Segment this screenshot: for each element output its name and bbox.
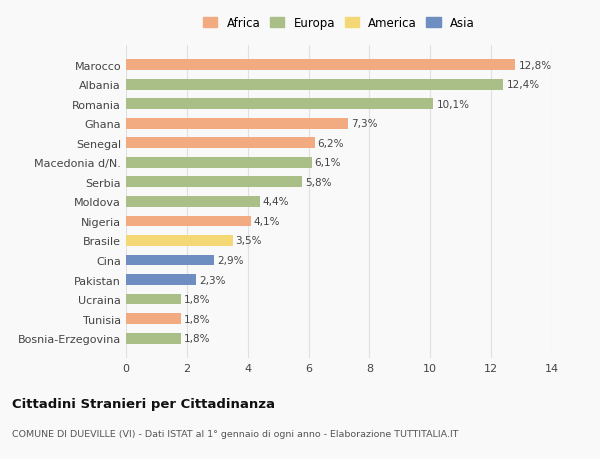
Text: 7,3%: 7,3% [351,119,377,129]
Bar [126,60,515,71]
Text: 6,2%: 6,2% [318,139,344,148]
Bar [126,79,503,90]
Bar [126,274,196,285]
Text: 3,5%: 3,5% [236,236,262,246]
Text: 2,9%: 2,9% [217,256,244,265]
Text: 10,1%: 10,1% [436,100,469,109]
Legend: Africa, Europa, America, Asia: Africa, Europa, America, Asia [201,14,477,32]
Text: COMUNE DI DUEVILLE (VI) - Dati ISTAT al 1° gennaio di ogni anno - Elaborazione T: COMUNE DI DUEVILLE (VI) - Dati ISTAT al … [12,429,458,438]
Bar [126,294,181,305]
Bar [126,313,181,325]
Bar [126,333,181,344]
Bar [126,138,314,149]
Text: 1,8%: 1,8% [184,334,211,343]
Text: 12,8%: 12,8% [518,61,551,70]
Text: 12,4%: 12,4% [506,80,539,90]
Bar [126,235,233,246]
Text: 1,8%: 1,8% [184,314,211,324]
Text: 6,1%: 6,1% [314,158,341,168]
Bar [126,216,251,227]
Text: 1,8%: 1,8% [184,295,211,304]
Bar [126,99,433,110]
Bar [126,196,260,207]
Text: 4,1%: 4,1% [254,217,280,226]
Text: 2,3%: 2,3% [199,275,226,285]
Text: 5,8%: 5,8% [305,178,332,187]
Bar [126,255,214,266]
Text: 4,4%: 4,4% [263,197,289,207]
Text: Cittadini Stranieri per Cittadinanza: Cittadini Stranieri per Cittadinanza [12,397,275,410]
Bar [126,177,302,188]
Bar [126,118,348,129]
Bar [126,157,311,168]
